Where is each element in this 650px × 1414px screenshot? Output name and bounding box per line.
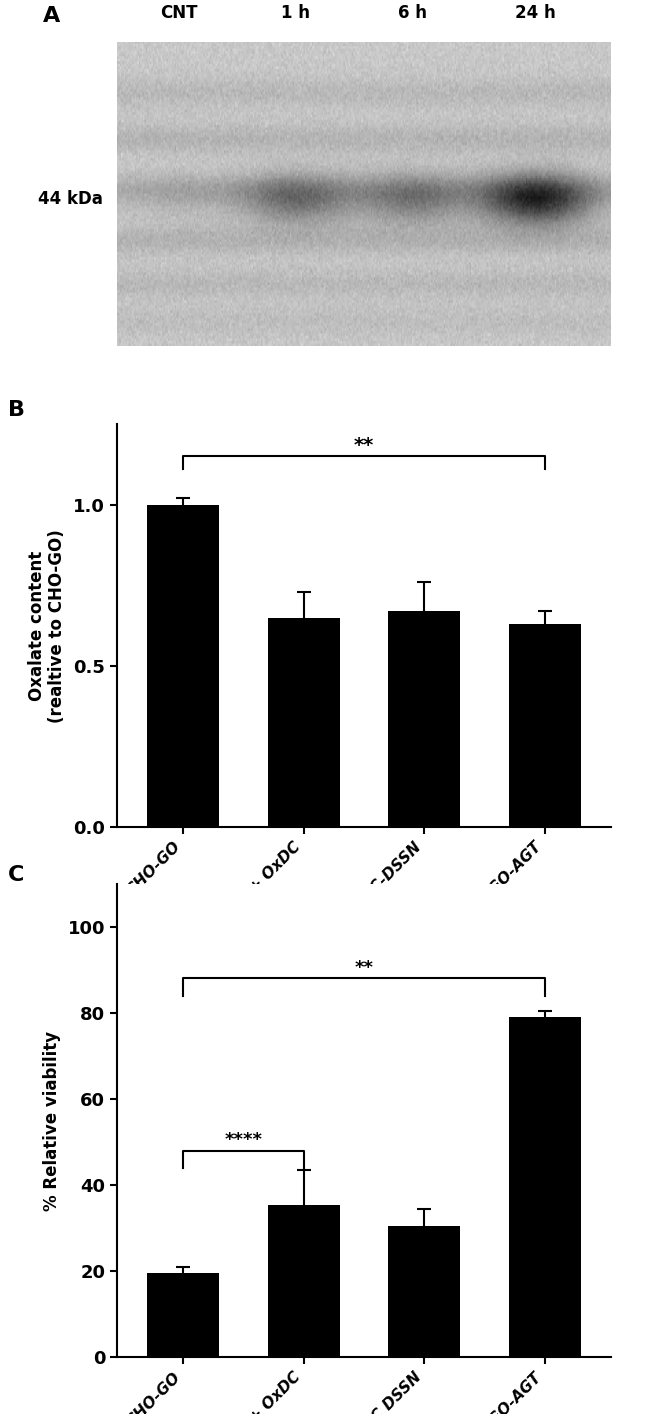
Text: A: A: [43, 6, 60, 25]
Bar: [268, 1205, 340, 1357]
Bar: [388, 1226, 460, 1357]
Y-axis label: Oxalate content
(realtive to CHO-GO): Oxalate content (realtive to CHO-GO): [27, 529, 66, 723]
Bar: [388, 611, 460, 827]
Text: CNT: CNT: [160, 4, 198, 23]
Text: ****: ****: [224, 1131, 263, 1150]
Bar: [508, 624, 581, 827]
Bar: [147, 505, 220, 827]
Y-axis label: % Relative viability: % Relative viability: [43, 1031, 60, 1210]
Text: 24 h: 24 h: [515, 4, 556, 23]
Text: 44 kDa: 44 kDa: [38, 191, 103, 208]
Text: **: **: [354, 436, 374, 455]
Bar: [268, 618, 340, 827]
Text: B: B: [8, 400, 25, 420]
Bar: [147, 1274, 220, 1357]
Text: 1 h: 1 h: [281, 4, 310, 23]
Text: **: **: [354, 959, 374, 977]
Bar: [508, 1017, 581, 1357]
Text: 6 h: 6 h: [398, 4, 426, 23]
Text: C: C: [8, 865, 25, 885]
